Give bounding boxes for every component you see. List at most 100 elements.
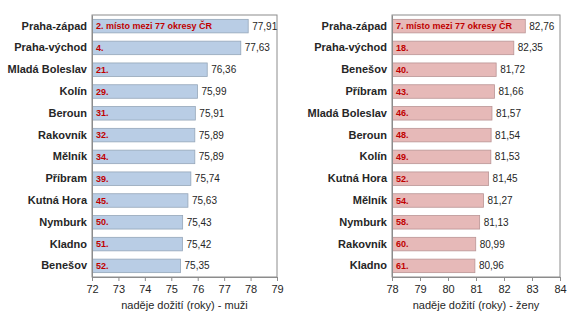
tick-mark [145, 277, 146, 281]
tick: Mělník [353, 194, 392, 206]
tick-label: 72 [86, 283, 98, 295]
bar [392, 259, 475, 273]
tick: 80 [442, 277, 454, 295]
tick-mark [532, 277, 533, 281]
data-label: 82,35 [518, 42, 543, 53]
category-axis: Praha-západPraha-východBenešovPříbramMla… [308, 16, 393, 278]
category-label: Nymburk [39, 216, 88, 228]
bar [392, 128, 491, 142]
rank-annotation: 49. [396, 152, 409, 162]
rank-annotation: 43. [396, 87, 409, 97]
tick: Praha-západ [322, 20, 392, 32]
tick-label: 73 [113, 283, 125, 295]
value-axis: 78798081828384 [386, 277, 566, 295]
tick: 76 [192, 277, 204, 295]
tick: 81 [470, 277, 482, 295]
axis-line [92, 16, 93, 278]
tick: Beroun [49, 107, 93, 119]
data-label: 81,13 [484, 217, 509, 228]
data-label: 75,43 [187, 217, 212, 228]
tick-mark [277, 277, 278, 281]
tick: 79 [414, 277, 426, 295]
tick-mark [392, 277, 393, 281]
data-label: 75,89 [199, 151, 224, 162]
data-label: 75,63 [192, 195, 217, 206]
tick-label: 83 [526, 283, 538, 295]
rank-annotation: 2. místo mezi 77 okresy ČR [96, 20, 213, 31]
bar [392, 63, 496, 77]
axis-title: naděje dožití (roky) - muži [121, 299, 248, 311]
data-label: 76,36 [211, 64, 236, 75]
tick-label: 84 [554, 283, 566, 295]
tick: 73 [113, 277, 125, 295]
bar [392, 194, 484, 208]
category-label: Beroun [349, 129, 388, 141]
data-label: 80,99 [480, 239, 505, 250]
axis-title: naděje dožití (roky) - ženy [413, 299, 540, 311]
rank-annotation: 48. [396, 130, 409, 140]
bar [392, 216, 480, 230]
category-label: Beroun [49, 107, 88, 119]
data-label: 81,53 [495, 151, 520, 162]
rank-annotation: 52. [396, 174, 409, 184]
tick: Příbram [45, 172, 92, 184]
rank-annotation: 52. [96, 261, 109, 271]
tick: 78 [245, 277, 257, 295]
data-labels: 77,9177,6376,3675,9975,9175,8975,8975,74… [185, 21, 278, 272]
bar [92, 85, 197, 99]
tick: Praha-západ [22, 20, 92, 32]
rank-annotation: 51. [96, 239, 109, 249]
category-label: Praha-západ [322, 20, 387, 32]
rank-annotation: 46. [396, 108, 409, 118]
data-label: 75,42 [186, 239, 211, 250]
plot-frame [92, 15, 277, 277]
category-label: Mělník [353, 194, 388, 206]
tick: Benešov [41, 259, 92, 271]
category-label: Kutná Hora [328, 172, 388, 184]
data-label: 81,54 [495, 130, 520, 141]
tick-mark [92, 277, 93, 281]
chart-panel: 7. místo mezi 77 okresy ČR18.40.43.46.48… [308, 15, 567, 311]
bar [92, 172, 191, 186]
category-label: Benešov [41, 259, 88, 271]
category-label: Kladno [350, 259, 388, 271]
category-label: Mladá Boleslav [308, 107, 388, 119]
tick: 83 [526, 277, 538, 295]
category-label: Kolín [360, 150, 388, 162]
rank-annotation: 31. [96, 108, 109, 118]
bar [92, 150, 195, 164]
data-label: 81,57 [496, 108, 521, 119]
category-axis: Praha-západPraha-východMladá BoleslavKol… [8, 16, 93, 278]
tick: Rakovník [38, 129, 92, 141]
bar [392, 19, 525, 33]
tick: 72 [86, 277, 98, 295]
tick-mark [420, 277, 421, 281]
bar [392, 237, 476, 251]
category-label: Rakovník [38, 129, 88, 141]
value-axis: 7273747576777879 [86, 277, 283, 295]
tick-mark [118, 277, 119, 281]
data-label: 77,91 [252, 21, 277, 32]
category-label: Nymburk [339, 216, 388, 228]
tick-mark [560, 277, 561, 281]
tick-label: 82 [498, 283, 510, 295]
tick-label: 80 [442, 283, 454, 295]
tick-label: 74 [139, 283, 151, 295]
tick: Beroun [349, 129, 393, 141]
axis-line [392, 16, 393, 278]
chart-panel: 2. místo mezi 77 okresy ČR4.21.29.31.32.… [8, 15, 284, 311]
category-label: Praha-východ [314, 41, 387, 53]
tick-label: 79 [271, 283, 283, 295]
bars [392, 19, 525, 272]
data-label: 75,35 [185, 260, 210, 271]
tick: Kolín [60, 85, 93, 97]
data-label: 81,66 [498, 86, 523, 97]
rank-annotation: 45. [96, 196, 109, 206]
tick: Mělník [53, 150, 92, 162]
rank-annotation: 58. [396, 217, 409, 227]
data-label: 75,99 [201, 86, 226, 97]
bars [92, 19, 248, 272]
category-label: Praha-západ [22, 20, 87, 32]
tick-mark [224, 277, 225, 281]
tick-label: 75 [166, 283, 178, 295]
